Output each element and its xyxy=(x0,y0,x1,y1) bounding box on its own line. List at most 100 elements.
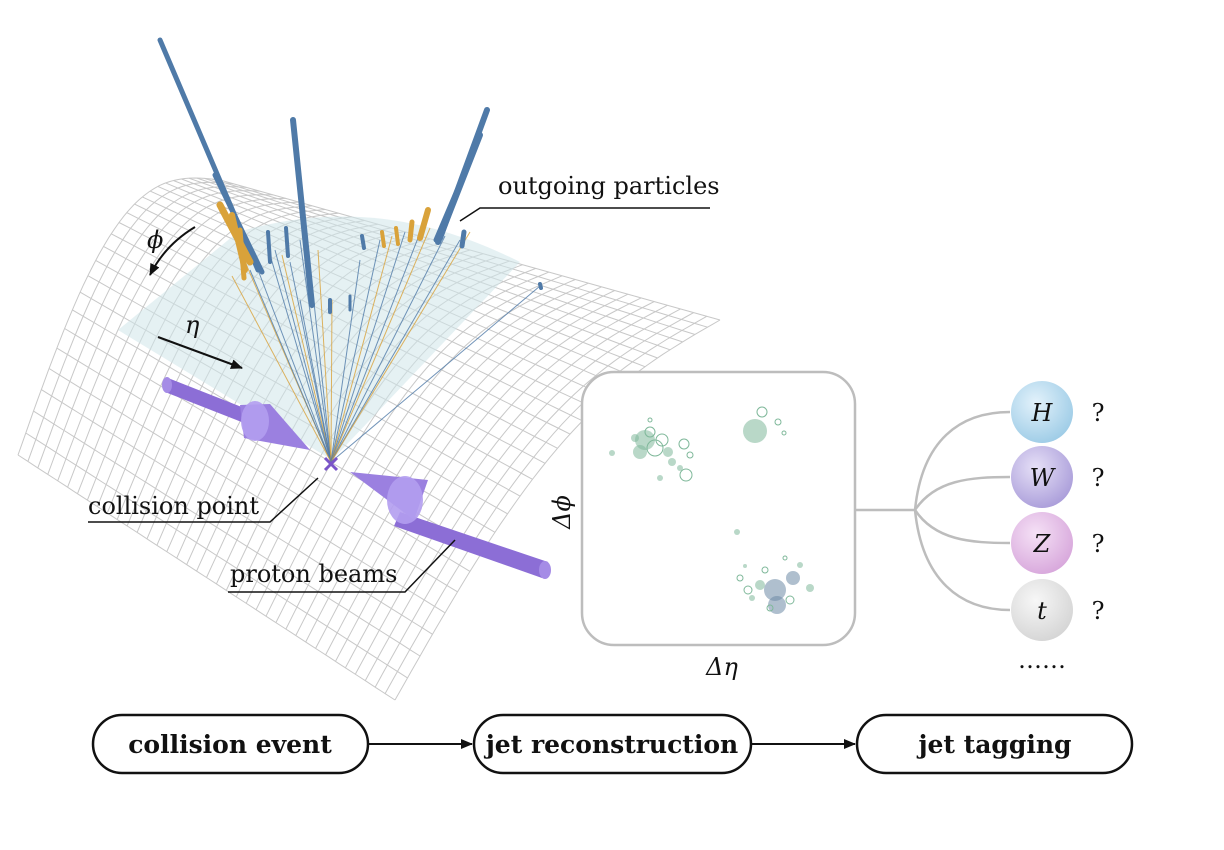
collision-point-label: collision point xyxy=(88,492,259,520)
track-line xyxy=(330,235,393,463)
calorimeter-tower xyxy=(237,227,247,281)
calorimeter-tower xyxy=(290,117,315,308)
more-classes-ellipsis: …… xyxy=(1018,646,1066,674)
phi-arrow xyxy=(149,226,196,276)
track-line xyxy=(330,231,406,463)
calorimeter-tower xyxy=(433,157,473,243)
detector-surface xyxy=(17,177,721,701)
track-line xyxy=(289,261,332,463)
class-z: Z ? xyxy=(1011,512,1104,574)
class-t-symbol: t xyxy=(1037,597,1047,625)
pipeline-step-label: jet tagging xyxy=(916,730,1071,759)
jet-particle xyxy=(633,445,647,459)
track-line xyxy=(330,235,446,463)
eta-arrow xyxy=(157,336,243,369)
jet-particle xyxy=(734,529,740,535)
class-h-symbol: H xyxy=(1031,399,1054,427)
proton-beams-label: proton beams xyxy=(230,560,397,588)
proton-beam-right xyxy=(350,472,551,579)
track-line xyxy=(317,249,332,463)
jet-particle xyxy=(668,458,676,466)
classifier-tree xyxy=(855,410,1011,612)
class-t-question: ? xyxy=(1092,597,1105,625)
class-h: H ? xyxy=(1011,381,1104,443)
jet-image-ylabel: Δϕ xyxy=(548,495,576,530)
class-z-question: ? xyxy=(1092,530,1105,558)
track-line xyxy=(231,275,332,463)
jet-particle xyxy=(677,465,683,471)
track-line xyxy=(330,239,461,463)
eta-phi-sheet xyxy=(118,216,520,460)
calorimeter-tower xyxy=(459,229,467,249)
pipeline-step-collision-event: collision event xyxy=(91,713,370,775)
eta-label: η xyxy=(185,311,200,339)
jet-particle xyxy=(749,595,755,601)
particle-tracks xyxy=(157,37,543,463)
track-line xyxy=(330,231,471,463)
jet-particle xyxy=(782,555,788,561)
jet-particle xyxy=(657,475,663,481)
jet-particle xyxy=(743,585,753,595)
class-h-question: ? xyxy=(1092,399,1105,427)
jet-particle xyxy=(647,417,653,423)
jet-particle xyxy=(686,451,694,459)
calorimeter-tower xyxy=(212,172,265,275)
jet-particle xyxy=(761,566,769,574)
pipeline-step-label: jet reconstruction xyxy=(484,730,738,759)
jet-particle xyxy=(609,450,615,456)
jet-particle xyxy=(774,418,782,426)
class-t-node xyxy=(1011,579,1073,641)
jet-image-particles xyxy=(609,406,814,614)
track-line xyxy=(249,269,332,463)
jet-image-xlabel: Δη xyxy=(705,653,738,681)
outgoing-leader xyxy=(459,207,710,222)
grid-line xyxy=(56,347,458,593)
jet-particle xyxy=(679,468,693,482)
calorimeter-tower xyxy=(407,219,415,243)
calorimeter-tower xyxy=(380,230,386,248)
phi-label: ϕ xyxy=(147,226,163,254)
collision-leader xyxy=(88,477,319,523)
jet-particle xyxy=(743,419,767,443)
class-w-question: ? xyxy=(1092,464,1105,492)
track-line xyxy=(274,249,332,463)
grid-line xyxy=(64,328,471,572)
jet-particle xyxy=(743,564,747,568)
calorimeter-tower xyxy=(394,226,400,246)
jet-particle xyxy=(806,584,814,592)
calorimeter-tower xyxy=(417,207,431,241)
track-line xyxy=(281,254,332,463)
class-t: t ? xyxy=(1011,579,1104,641)
track-line xyxy=(299,239,332,463)
jet-particle xyxy=(644,426,656,438)
jet-particle xyxy=(655,433,669,447)
pipeline-step-label: collision event xyxy=(128,730,332,759)
track-line xyxy=(267,247,332,463)
track-line xyxy=(330,285,541,463)
track-line xyxy=(330,227,431,463)
jet-particle xyxy=(786,571,800,585)
jet-image: Δϕ Δη xyxy=(548,370,857,681)
class-w: W ? xyxy=(1011,446,1104,508)
collision-point-marker xyxy=(323,456,339,472)
track-line xyxy=(254,261,332,463)
grid-line xyxy=(17,454,396,701)
calorimeter-tower xyxy=(360,234,366,250)
grid-line xyxy=(41,389,433,635)
jet-particle xyxy=(678,438,690,450)
class-z-node xyxy=(1011,512,1073,574)
outgoing-particles-label: outgoing particles xyxy=(498,172,720,200)
jet-particle xyxy=(631,434,639,442)
pipeline-step-jet-reconstruction: jet reconstruction xyxy=(472,713,753,775)
class-w-symbol: W xyxy=(1030,464,1057,492)
track-line xyxy=(330,239,381,463)
grid-line xyxy=(33,410,421,657)
calorimeter-tower xyxy=(538,282,543,290)
class-z-symbol: Z xyxy=(1033,530,1052,558)
jet-particle xyxy=(785,595,795,605)
jet-particle xyxy=(781,430,787,436)
pipeline-step-jet-tagging: jet tagging xyxy=(855,713,1134,775)
grid-line xyxy=(25,432,408,679)
jet-particle xyxy=(646,439,664,457)
